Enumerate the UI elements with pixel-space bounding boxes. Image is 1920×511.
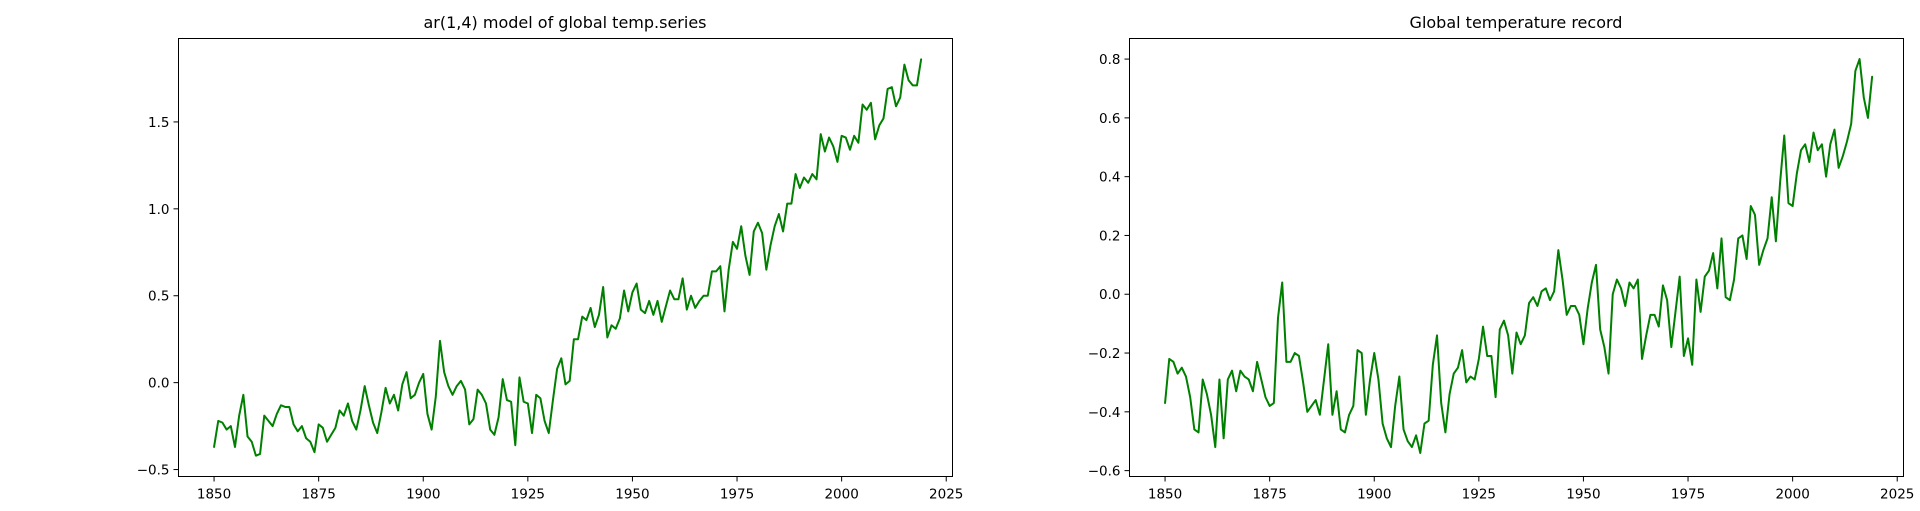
x-tick-label: 2000 bbox=[1775, 487, 1809, 503]
chart-panel-right: Global temperature record 1850 1875 1900 19… bbox=[1088, 13, 1915, 503]
x-tick-label: 1850 bbox=[197, 487, 231, 503]
y-tick-label: 1.5 bbox=[148, 115, 169, 131]
x-tick-label: 1950 bbox=[615, 487, 649, 503]
y-tick-label: 1.0 bbox=[148, 202, 169, 218]
x-tick-label: 1975 bbox=[720, 487, 754, 503]
x-tick-label: 1900 bbox=[1357, 487, 1391, 503]
x-tick-label: 2025 bbox=[1880, 487, 1914, 503]
x-tick-label: 1925 bbox=[511, 487, 545, 503]
x-ticks-right: 1850 1875 1900 1925 1950 1975 2000 2025 bbox=[1148, 476, 1914, 503]
chart-title-right: Global temperature record bbox=[1410, 13, 1623, 32]
y-tick-label: −0.4 bbox=[1088, 405, 1121, 421]
y-tick-label: 0.6 bbox=[1099, 111, 1120, 127]
y-tick-label: 0.2 bbox=[1099, 228, 1120, 244]
y-tick-label: 0.4 bbox=[1099, 170, 1120, 186]
y-tick-label: 0.8 bbox=[1099, 52, 1120, 68]
y-ticks-right: −0.6 −0.4 −0.2 0.0 0.2 0.4 0.6 0.8 bbox=[1088, 52, 1130, 480]
x-tick-label: 1925 bbox=[1462, 487, 1496, 503]
plot-frame-left bbox=[178, 38, 953, 477]
y-tick-label: −0.2 bbox=[1088, 346, 1121, 362]
y-ticks-left: −0.5 0.0 0.5 1.0 1.5 bbox=[137, 115, 179, 479]
x-tick-label: 1875 bbox=[1252, 487, 1286, 503]
y-tick-label: 0.5 bbox=[148, 289, 169, 305]
series-line-right bbox=[1164, 58, 1874, 454]
chart-title-left: ar(1,4) model of global temp.series bbox=[423, 13, 706, 32]
x-tick-label: 1875 bbox=[301, 487, 335, 503]
y-tick-label: −0.6 bbox=[1088, 464, 1121, 480]
plot-frame-right bbox=[1129, 38, 1904, 477]
y-tick-label: 0.0 bbox=[148, 376, 169, 392]
y-tick-label: 0.0 bbox=[1099, 287, 1120, 303]
x-tick-label: 1975 bbox=[1671, 487, 1705, 503]
series-line-left bbox=[213, 58, 923, 457]
x-tick-label: 1950 bbox=[1566, 487, 1600, 503]
x-ticks-left: 1850 1875 1900 1925 1950 1975 2000 2025 bbox=[197, 476, 963, 503]
x-tick-label: 2025 bbox=[929, 487, 963, 503]
x-tick-label: 2000 bbox=[824, 487, 858, 503]
x-tick-label: 1900 bbox=[406, 487, 440, 503]
y-tick-label: −0.5 bbox=[137, 463, 170, 479]
x-tick-label: 1850 bbox=[1148, 487, 1182, 503]
chart-panel-left: ar(1,4) model of global temp.series 1850… bbox=[137, 13, 964, 503]
